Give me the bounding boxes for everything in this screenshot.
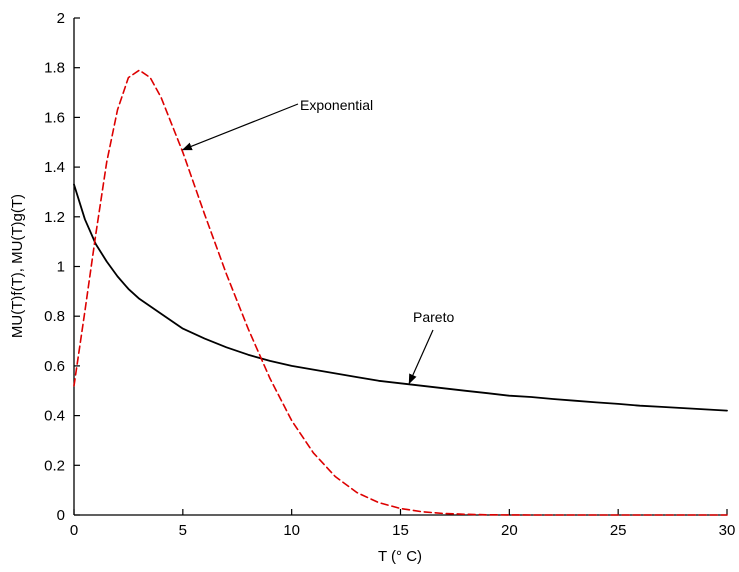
series-line-pareto <box>73 183 728 412</box>
annotation-pareto: Pareto <box>413 309 454 325</box>
y-tick-label: 0.6 <box>44 358 65 375</box>
annotation-layer: Exponential Pareto <box>181 97 454 385</box>
x-tick-label: 10 <box>283 522 300 539</box>
x-tick-label: 30 <box>719 522 736 539</box>
y-tick-label: 1 <box>57 259 65 276</box>
axes: 00.20.40.60.811.21.41.61.820 5 10 15 20 25 30 <box>44 10 735 539</box>
y-tick-label: 1.4 <box>44 159 65 176</box>
y-tick-label: 1.6 <box>44 109 65 126</box>
x-tick-label: 5 <box>179 522 187 539</box>
y-tick-label: 0.8 <box>44 308 65 325</box>
y-tick-label: 0 <box>57 507 65 524</box>
annotation-exponential: Exponential <box>300 97 373 113</box>
y-tick-label: 2 <box>57 10 65 27</box>
series-line-exponential <box>73 69 728 516</box>
annotation-arrow-exponential <box>181 103 299 151</box>
x-axis-label: T (° C) <box>378 548 422 565</box>
annotation-arrow-pareto <box>408 329 434 385</box>
y-tick-label: 0.2 <box>44 457 65 474</box>
y-tick-label: 1.2 <box>44 209 65 226</box>
y-tick-label: 0.4 <box>44 408 65 425</box>
y-tick-label: 1.8 <box>44 60 65 77</box>
y-axis-label: MU(T)f(T), MU(T)g(T) <box>9 194 26 338</box>
x-tick-label: 25 <box>610 522 627 539</box>
x-tick-label: 0 <box>70 522 78 539</box>
series-layer <box>73 69 728 516</box>
x-tick-label: 15 <box>392 522 409 539</box>
x-tick-label: 20 <box>501 522 518 539</box>
